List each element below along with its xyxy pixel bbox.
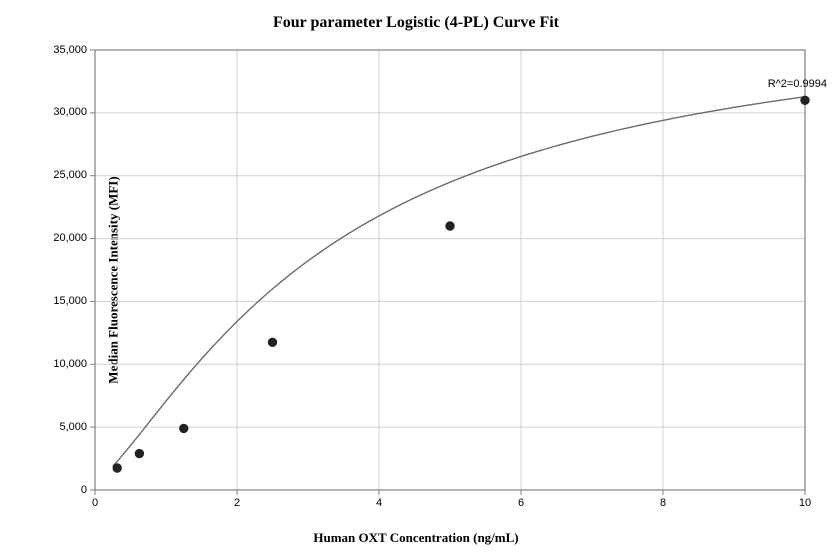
- x-tick-label: 8: [643, 497, 683, 509]
- x-tick-label: 4: [359, 497, 399, 509]
- y-tick-label: 35,000: [53, 44, 87, 56]
- y-tick-label: 15,000: [53, 295, 87, 307]
- r-squared-annotation: R^2=0.9994: [747, 78, 827, 90]
- x-tick-label: 2: [217, 497, 257, 509]
- x-tick-label: 0: [75, 497, 115, 509]
- x-tick-label: 10: [785, 497, 825, 509]
- y-tick-label: 20,000: [53, 232, 87, 244]
- y-tick-label: 10,000: [53, 358, 87, 370]
- y-tick-label: 0: [81, 484, 87, 496]
- y-tick-label: 30,000: [53, 106, 87, 118]
- plot-svg: [0, 0, 832, 560]
- chart-container: Four parameter Logistic (4-PL) Curve Fit…: [0, 0, 832, 560]
- y-tick-label: 25,000: [53, 169, 87, 181]
- x-tick-label: 6: [501, 497, 541, 509]
- y-tick-label: 5,000: [59, 421, 87, 433]
